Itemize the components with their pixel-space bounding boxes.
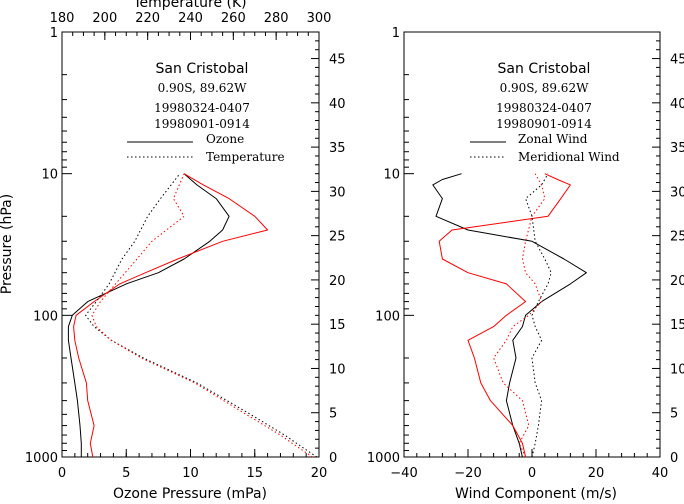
altitude-tick-label: 5: [329, 407, 337, 422]
altitude-tick-label: 30: [329, 185, 346, 200]
ozone-x-axis-title: Ozone Pressure (mPa): [113, 486, 267, 502]
ozone-plot-frame: [61, 31, 320, 458]
altitude-tick-label: 35: [329, 141, 346, 156]
temperature-series-sep: [91, 173, 313, 458]
x-tick-label: 20: [311, 466, 328, 481]
ozone-series-mar: [67, 173, 230, 457]
ozone-panel-date-1: 19980324-0407: [154, 101, 250, 115]
x-tick-label: 0: [58, 466, 66, 481]
x-tick-label: 10: [182, 466, 199, 481]
wind-plot-frame: [403, 31, 661, 458]
ozone-panel-date-2: 19980901-0914: [154, 117, 250, 131]
legend-zonal-label: Zonal Wind: [518, 132, 588, 146]
wind-panel: San Cristobal 0.90S, 89.62W 19980324-040…: [367, 26, 684, 502]
x-tick-label: 40: [652, 466, 669, 481]
meridional-wind-series-sep: [493, 173, 546, 458]
zonal-wind-series-sep: [438, 173, 571, 458]
temperature-tick-label: 220: [135, 11, 160, 26]
pressure-tick-label: 1000: [25, 451, 58, 466]
wind-panel-date-1: 19980324-0407: [496, 101, 592, 115]
x-tick-label: 5: [122, 466, 130, 481]
altitude-tick-label: 20: [329, 274, 346, 289]
altitude-tick-label: 45: [329, 53, 346, 68]
pressure-tick-label: 10: [41, 168, 58, 183]
x-tick-label: 20: [588, 466, 605, 481]
temperature-tick-label: 300: [307, 11, 332, 26]
legend-temperature-label: Temperature: [206, 150, 285, 164]
x-tick-label: 0: [528, 466, 536, 481]
altitude-tick-label: 15: [670, 318, 684, 333]
pressure-tick-label: 1: [392, 26, 400, 41]
temperature-series-mar: [85, 173, 318, 458]
ozone-series-sep: [73, 173, 269, 458]
altitude-tick-label: 0: [329, 451, 337, 466]
temperature-tick-label: 280: [264, 11, 289, 26]
altitude-tick-label: 30: [670, 185, 684, 200]
x-tick-label: −40: [390, 466, 417, 481]
temperature-tick-label: 240: [178, 11, 203, 26]
zonal-wind-series-mar: [432, 173, 587, 458]
pressure-tick-label: 1000: [367, 451, 400, 466]
pressure-y-axis-title: Pressure (hPa): [0, 194, 15, 294]
pressure-tick-label: 1: [50, 26, 58, 41]
altitude-tick-label: 40: [670, 97, 684, 112]
altitude-tick-label: 0: [670, 451, 678, 466]
altitude-tick-label: 45: [670, 53, 684, 68]
altitude-tick-label: 15: [329, 318, 346, 333]
wind-panel-station: San Cristobal: [498, 61, 591, 77]
meridional-wind-series-mar: [525, 173, 552, 458]
wind-panel-date-2: 19980901-0914: [496, 117, 592, 131]
altitude-tick-label: 20: [670, 274, 684, 289]
pressure-tick-label: 100: [33, 309, 58, 324]
temperature-x-axis-title: Temperature (K): [132, 0, 246, 11]
ozone-panel-station: San Cristobal: [156, 61, 249, 77]
wind-panel-location: 0.90S, 89.62W: [500, 81, 589, 95]
altitude-tick-label: 5: [670, 407, 678, 422]
altitude-tick-label: 25: [670, 230, 684, 245]
temperature-tick-label: 180: [50, 11, 75, 26]
temperature-tick-label: 260: [221, 11, 246, 26]
temperature-tick-label: 200: [92, 11, 117, 26]
altitude-tick-label: 10: [670, 362, 684, 377]
altitude-tick-label: 10: [329, 362, 346, 377]
ozone-panel-location: 0.90S, 89.62W: [158, 81, 247, 95]
altitude-tick-label: 35: [670, 141, 684, 156]
x-tick-label: −20: [454, 466, 481, 481]
ozone-panel: San Cristobal 0.90S, 89.62W 19980324-040…: [0, 0, 346, 502]
altitude-tick-label: 25: [329, 230, 346, 245]
x-tick-label: 15: [246, 466, 263, 481]
pressure-tick-label: 10: [383, 168, 400, 183]
legend-meridional-label: Meridional Wind: [518, 150, 620, 164]
pressure-tick-label: 100: [375, 309, 400, 324]
altitude-tick-label: 40: [329, 97, 346, 112]
wind-x-axis-title: Wind Component (m/s): [455, 486, 617, 502]
legend-ozone-label: Ozone: [206, 132, 244, 146]
